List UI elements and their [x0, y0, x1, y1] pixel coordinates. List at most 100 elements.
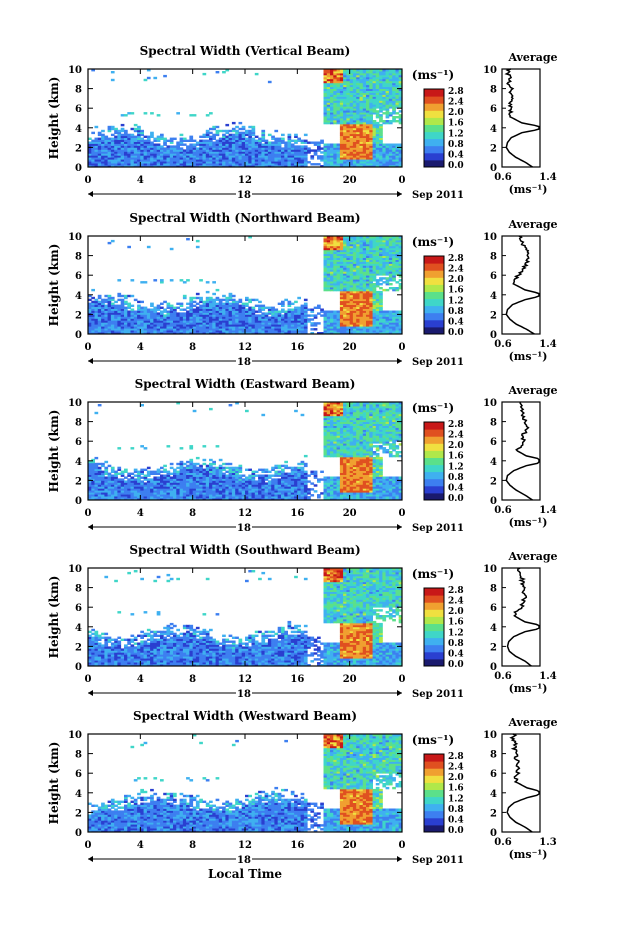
day-span-arrow	[397, 524, 402, 530]
colorbar-swatch	[424, 270, 444, 278]
x-tick-label: 16	[290, 175, 304, 186]
y-tick-label: 10	[68, 564, 82, 575]
panel-title: Spectral Width (Vertical Beam)	[140, 44, 351, 58]
colorbar-swatch	[424, 117, 444, 125]
avg-x-tick-label: 1.3	[539, 837, 556, 848]
panel-5: Spectral Width (Westward Beam) 0 2 4 6 8 10 Hei…	[47, 709, 558, 866]
colorbar-swatch	[424, 658, 444, 667]
colorbar-frame	[423, 587, 445, 667]
colorbar-tick-label: 2.0	[448, 607, 464, 617]
colorbar-tick-label: 0.8	[448, 140, 464, 150]
x-tick-label: 20	[343, 840, 357, 851]
day-span-arrow	[397, 690, 402, 696]
colorbar-unit: (ms⁻¹)	[412, 733, 454, 747]
average-profile-line	[506, 733, 540, 833]
colorbar-tick-label: 0.0	[448, 328, 464, 338]
average-frame	[501, 733, 541, 833]
y-tick-label: 0	[75, 662, 82, 673]
y-axis-label: Height (km)	[47, 576, 61, 659]
x-tick-label: 12	[238, 508, 252, 519]
day-span-arrow	[397, 191, 402, 197]
avg-y-tick-label: 8	[490, 85, 497, 96]
colorbar-frame	[423, 753, 445, 833]
colorbar-swatch	[424, 103, 444, 111]
y-tick-label: 10	[68, 730, 82, 741]
colorbar-unit: (ms⁻¹)	[412, 401, 454, 415]
panel-title: Spectral Width (Southward Beam)	[129, 543, 360, 557]
avg-y-tick-label: 0	[490, 662, 497, 673]
colorbar-unit: (ms⁻¹)	[412, 567, 454, 581]
colorbar-swatch	[424, 138, 444, 147]
colorbar-swatch	[424, 796, 444, 805]
day-label: 18	[237, 357, 251, 368]
colorbar-tick-label: 0.8	[448, 639, 464, 649]
month-label: Sep 2011	[412, 523, 464, 534]
colorbar-tick-label: 0.4	[448, 483, 464, 493]
heatmap-cells	[88, 69, 403, 168]
y-tick-label: 10	[68, 398, 82, 409]
colorbar-tick-label: 1.2	[448, 794, 464, 804]
colorbar-tick-label: 1.6	[448, 119, 464, 129]
x-tick-label: 0	[399, 508, 406, 519]
y-tick-label: 8	[75, 584, 82, 595]
avg-x-tick-label: 1.4	[539, 505, 556, 516]
average-title: Average	[507, 218, 557, 231]
x-tick-label: 0	[85, 508, 92, 519]
average-profile-line	[505, 235, 540, 335]
avg-y-tick-label: 2	[490, 476, 497, 487]
y-tick-label: 6	[75, 104, 82, 115]
y-tick-label: 8	[75, 750, 82, 761]
avg-x-tick-label: 1.4	[539, 339, 556, 350]
avg-x-tick-label: 0.6	[494, 671, 511, 682]
colorbar-swatch	[424, 464, 444, 473]
colorbar-tick-label: 1.2	[448, 628, 464, 638]
y-tick-label: 4	[75, 291, 82, 302]
y-axis-label: Height (km)	[47, 410, 61, 493]
y-tick-label: 6	[75, 769, 82, 780]
colorbar-swatch	[424, 263, 444, 271]
colorbar-tick-label: 2.8	[448, 420, 464, 430]
avg-y-tick-label: 8	[490, 252, 497, 263]
y-tick-label: 6	[75, 603, 82, 614]
avg-y-tick-label: 2	[490, 143, 497, 154]
avg-y-tick-label: 0	[490, 496, 497, 507]
colorbar-swatch	[424, 131, 444, 140]
colorbar-unit: (ms⁻¹)	[412, 68, 454, 82]
x-tick-label: 4	[137, 342, 144, 353]
x-tick-label: 4	[137, 508, 144, 519]
colorbar-swatch	[424, 291, 444, 300]
x-tick-label: 0	[399, 342, 406, 353]
x-tick-label: 12	[238, 674, 252, 685]
colorbar-swatch	[424, 609, 444, 617]
avg-y-tick-label: 2	[490, 310, 497, 321]
y-tick-label: 4	[75, 457, 82, 468]
x-tick-label: 0	[399, 840, 406, 851]
x-tick-label: 20	[343, 342, 357, 353]
avg-y-tick-label: 0	[490, 828, 497, 839]
panel-title: Spectral Width (Westward Beam)	[133, 709, 357, 723]
colorbar-swatch	[424, 817, 444, 826]
day-span-arrow	[397, 856, 402, 862]
day-span-arrow	[88, 358, 93, 364]
colorbar-swatch	[424, 824, 444, 833]
month-label: Sep 2011	[412, 190, 464, 201]
day-span-arrow	[397, 358, 402, 364]
colorbar-frame	[423, 421, 445, 501]
y-tick-label: 4	[75, 623, 82, 634]
x-tick-label: 16	[290, 840, 304, 851]
average-title: Average	[507, 51, 557, 64]
colorbar-swatch	[424, 810, 444, 819]
average-frame	[501, 567, 541, 667]
x-tick-label: 16	[290, 674, 304, 685]
x-tick-label: 8	[189, 342, 196, 353]
x-tick-label: 0	[399, 175, 406, 186]
colorbar-swatch	[424, 312, 444, 321]
colorbar-swatch	[424, 89, 444, 97]
average-profile-line	[504, 68, 540, 168]
colorbar-swatch	[424, 326, 444, 335]
colorbar-swatch	[424, 422, 444, 430]
avg-x-axis-label: (ms⁻¹)	[509, 848, 548, 861]
colorbar-swatch	[424, 492, 444, 501]
x-tick-label: 20	[343, 508, 357, 519]
colorbar-swatch	[424, 110, 444, 118]
